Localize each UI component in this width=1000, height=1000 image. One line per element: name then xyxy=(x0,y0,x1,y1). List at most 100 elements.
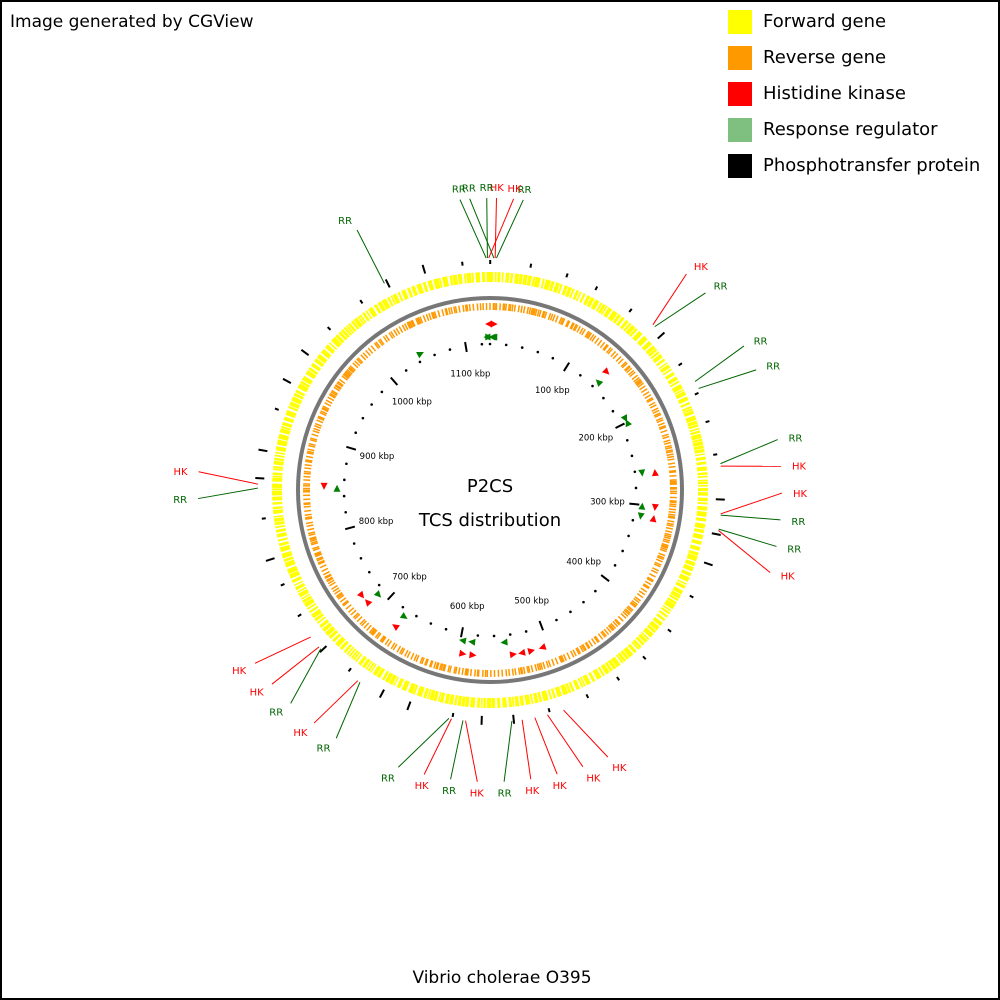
callout-line xyxy=(521,719,532,780)
ruler-major-tick xyxy=(390,376,399,386)
ruler-minor-tick xyxy=(551,356,555,360)
reverse-gene-mark xyxy=(433,311,438,319)
ruler-major-tick xyxy=(538,620,544,631)
forward-gene-block xyxy=(466,272,472,284)
forward-gene-block xyxy=(476,697,481,708)
ruler-minor-tick xyxy=(352,542,356,545)
reverse-gene-mark xyxy=(659,548,667,553)
forward-gene-block xyxy=(387,296,394,307)
forward-gene-block xyxy=(533,276,541,288)
forward-gene-block xyxy=(272,509,284,515)
forward-gene-block xyxy=(565,682,572,694)
backbone-circle xyxy=(296,296,684,684)
forward-gene-block xyxy=(550,688,557,699)
reverse-gene-mark xyxy=(534,308,538,316)
forward-gene-block xyxy=(598,303,606,314)
forward-gene-block xyxy=(620,650,630,660)
callout-line xyxy=(469,198,495,259)
forward-gene-block xyxy=(377,301,386,312)
reverse-gene-mark xyxy=(656,556,664,561)
forward-gene-block xyxy=(381,298,391,310)
forward-gene-block xyxy=(619,319,629,330)
forward-gene-block xyxy=(351,320,360,330)
response-regulator-marker xyxy=(638,502,646,510)
forward-gene-block xyxy=(664,371,675,380)
reverse-gene-mark xyxy=(573,324,579,332)
reverse-gene-mark xyxy=(350,609,357,616)
forward-gene-block xyxy=(682,563,694,572)
rr-label: RR xyxy=(442,786,456,797)
reverse-gene-mark xyxy=(623,609,630,616)
forward-gene-block xyxy=(697,497,708,502)
reverse-gene-mark xyxy=(508,668,511,677)
reverse-gene-mark xyxy=(384,334,391,342)
forward-gene-block xyxy=(610,656,621,668)
forward-gene-block xyxy=(529,693,534,704)
forward-gene-block xyxy=(502,697,508,708)
forward-gene-block xyxy=(505,272,510,283)
forward-gene-block xyxy=(361,311,370,322)
forward-gene-block xyxy=(294,582,306,591)
reverse-gene-mark xyxy=(607,625,614,632)
forward-gene-block xyxy=(411,285,418,297)
rr-label: RR xyxy=(173,495,187,506)
reverse-gene-mark xyxy=(329,392,337,398)
callout-line xyxy=(397,717,450,768)
reverse-gene-mark xyxy=(390,331,396,338)
forward-gene-block xyxy=(607,659,617,670)
ruler-minor-tick xyxy=(630,454,634,458)
reverse-gene-mark xyxy=(639,385,646,391)
forward-gene-block xyxy=(331,336,342,348)
phosphotransfer-protein-tick xyxy=(585,693,590,699)
forward-gene-block xyxy=(692,438,703,443)
reverse-gene-mark xyxy=(458,305,461,313)
forward-gene-block xyxy=(490,272,494,283)
forward-gene-block xyxy=(272,477,283,482)
reverse-gene-mark xyxy=(668,469,677,473)
reverse-gene-mark xyxy=(387,640,393,647)
phosphotransfer-protein-tick xyxy=(265,557,275,562)
reverse-gene-mark xyxy=(520,667,524,675)
reverse-gene-mark xyxy=(432,311,436,319)
reverse-gene-mark xyxy=(352,612,359,619)
reverse-gene-mark xyxy=(607,348,614,355)
reverse-gene-mark xyxy=(587,332,593,340)
forward-gene-block xyxy=(279,544,291,553)
forward-gene-block xyxy=(625,324,636,336)
histidine-kinase-marker xyxy=(357,590,365,599)
callout-line xyxy=(503,720,513,782)
histidine-kinase-marker xyxy=(509,651,517,659)
forward-gene-block xyxy=(616,316,625,327)
forward-gene-block xyxy=(496,697,501,708)
ruler-minor-tick xyxy=(625,438,629,442)
reverse-gene-mark xyxy=(631,599,639,606)
hk-label: HK xyxy=(174,467,189,478)
forward-gene-block xyxy=(332,633,342,643)
ruler-minor-tick xyxy=(536,350,540,354)
phosphotransfer-protein-tick xyxy=(347,667,352,672)
phosphotransfer-protein-tick xyxy=(406,701,412,711)
phosphotransfer-protein-tick xyxy=(384,278,391,288)
histidine-kinase-marker xyxy=(469,651,477,659)
forward-gene-block xyxy=(683,410,695,418)
forward-gene-block xyxy=(579,293,586,304)
forward-gene-block xyxy=(675,581,686,589)
ruler-tick-label: 600 kbp xyxy=(450,602,485,612)
ruler-minor-tick xyxy=(401,605,405,609)
reverse-gene-mark xyxy=(338,378,346,385)
forward-gene-block xyxy=(457,273,463,285)
ruler-minor-tick xyxy=(342,494,346,498)
forward-gene-block xyxy=(541,690,549,702)
reverse-gene-mark xyxy=(341,599,349,606)
kbp-ruler: 100 kbp 200 kbp 300 kbp 400 kbp 500 kbp 600 k… xyxy=(342,341,640,638)
forward-gene-block xyxy=(392,293,401,305)
hk-label: HK xyxy=(694,262,709,273)
forward-gene-block xyxy=(293,392,304,400)
reverse-gene-mark xyxy=(617,358,624,365)
forward-gene-block xyxy=(278,433,290,441)
response-regulator-marker xyxy=(500,638,508,646)
reverse-gene-mark xyxy=(403,323,409,331)
callout-line xyxy=(718,530,771,573)
reverse-gene-mark xyxy=(538,663,542,671)
legend-swatch xyxy=(728,118,752,142)
